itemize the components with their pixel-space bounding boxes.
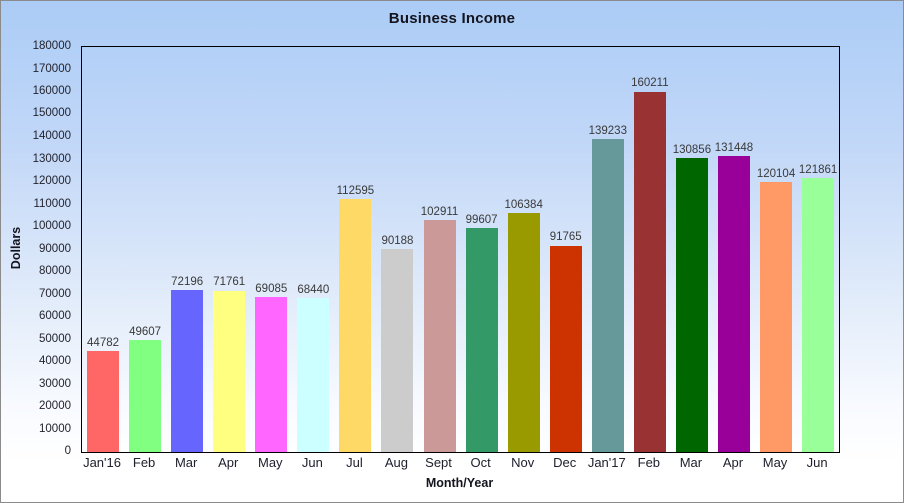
bar-value-label: 68440 (297, 283, 330, 296)
bar-14-mar (675, 157, 708, 452)
bar-slot: 139233 (587, 47, 629, 452)
bar-slot: 49607 (124, 47, 166, 452)
y-tick-label: 30000 (39, 377, 71, 390)
bar-1-feb (129, 340, 162, 452)
x-tick-label: Jun (301, 455, 323, 470)
x-tick-label: Nov (511, 455, 535, 470)
bar-value-label: 90188 (381, 235, 414, 248)
bar-value-label: 49607 (129, 326, 162, 339)
y-tick-label: 20000 (39, 400, 71, 412)
bar-value-label: 112595 (336, 184, 375, 197)
bar-value-label: 99607 (465, 213, 498, 226)
bar-slot: 112595 (334, 47, 376, 452)
x-tick-label: Oct (470, 455, 491, 470)
bar-slot: 44782 (82, 47, 124, 452)
bar-slot: 72196 (166, 47, 208, 452)
x-tick-label: Jan'17 (587, 455, 626, 470)
y-tick-label: 90000 (39, 242, 71, 255)
bar-9-oct (465, 227, 498, 452)
bar-4-may (255, 296, 288, 452)
bar-value-label: 91765 (549, 231, 582, 244)
bar-slot: 131448 (713, 47, 755, 452)
bar-value-label: 102911 (420, 206, 459, 219)
bar-value-label: 71761 (213, 276, 246, 289)
x-tick-label: Mar (174, 455, 198, 470)
bar-12-jan17 (591, 138, 624, 452)
bar-13-feb (633, 91, 666, 452)
bar-0-jan16 (87, 351, 120, 452)
bar-7-aug (381, 249, 414, 452)
bar-slot: 102911 (419, 47, 461, 452)
x-tick-label: Jun (806, 455, 828, 470)
x-tick-label: Jul (346, 455, 363, 470)
y-tick-label: 50000 (39, 332, 71, 345)
x-tick-label: Feb (132, 455, 156, 470)
bar-slot: 99607 (461, 47, 503, 452)
y-tick-label: 120000 (32, 174, 71, 187)
bar-2-mar (171, 289, 204, 452)
y-axis-ticks: 0 10000 20000 30000 40000 50000 60000 70000 8000… (1, 40, 76, 457)
bar-slot: 106384 (503, 47, 545, 452)
y-tick-label: 80000 (39, 265, 71, 277)
x-tick-label: Apr (218, 455, 239, 470)
y-tick-label: 180000 (32, 40, 71, 52)
x-axis-title: Month/Year (425, 476, 494, 490)
y-tick-label: 110000 (33, 197, 71, 210)
x-axis-labels: Jan'16 Feb Mar Apr May Jun Jul Aug Sept Oct Nov Dec… (81, 455, 838, 470)
bar-value-label: 69085 (255, 282, 288, 295)
y-tick-label: 70000 (39, 287, 71, 300)
bar-6-jul (339, 198, 372, 452)
bar-value-label: 106384 (504, 198, 543, 211)
y-tick-label: 60000 (39, 309, 71, 322)
bar-slot: 91765 (545, 47, 587, 452)
y-tick-label: 10000 (39, 422, 71, 435)
bar-slot: 130856 (671, 47, 713, 452)
bar-3-apr (213, 290, 246, 452)
x-tick-label: Feb (637, 455, 661, 470)
bar-5-jun (297, 298, 330, 452)
bar-slot: 69085 (250, 47, 292, 452)
bar-value-label: 139233 (588, 124, 627, 137)
bar-16-may (760, 181, 793, 452)
x-tick-label: Dec (553, 455, 577, 470)
chart-title: Business Income (388, 10, 516, 27)
y-tick-label: 130000 (32, 152, 71, 165)
y-tick-label: 40000 (39, 355, 71, 367)
bar-value-label: 160211 (631, 77, 669, 90)
bar-11-dec (549, 245, 582, 452)
bar-value-label: 120104 (756, 167, 796, 180)
plot-area: 44782 49607 72196 71761 69085 68440 112595 9018… (81, 46, 840, 453)
bar-slot: 121861 (797, 47, 839, 452)
y-tick-label: 0 (64, 445, 71, 457)
bar-8-sept (423, 220, 456, 452)
x-tick-label: Mar (679, 455, 703, 470)
bar-value-label: 72196 (171, 275, 204, 288)
bar-10-nov (507, 212, 540, 452)
bar-17-jun (802, 177, 835, 452)
bar-slot: 71761 (208, 47, 250, 452)
bar-15-apr (717, 156, 750, 452)
x-tick-label: May (258, 455, 283, 470)
y-tick-label: 170000 (32, 62, 71, 75)
y-tick-label: 150000 (32, 107, 71, 120)
x-tick-label: Sept (425, 455, 452, 470)
bar-value-label: 130856 (672, 143, 712, 156)
y-tick-label: 160000 (32, 85, 71, 97)
bars-row: 44782 49607 72196 71761 69085 68440 112595 9018… (82, 47, 839, 452)
x-tick-label: Jan'16 (83, 455, 121, 470)
bar-value-label: 131448 (714, 142, 754, 155)
bar-slot: 90188 (376, 47, 418, 452)
x-tick-label: May (762, 455, 788, 470)
bar-slot: 120104 (755, 47, 797, 452)
bar-value-label: 121861 (798, 163, 838, 176)
bar-value-label: 44782 (87, 337, 120, 350)
y-tick-label: 100000 (32, 220, 71, 232)
bar-slot: 160211 (629, 47, 671, 452)
y-tick-label: 140000 (32, 130, 71, 142)
bar-slot: 68440 (292, 47, 334, 452)
x-tick-label: Apr (722, 455, 744, 470)
x-tick-label: Aug (384, 455, 409, 470)
